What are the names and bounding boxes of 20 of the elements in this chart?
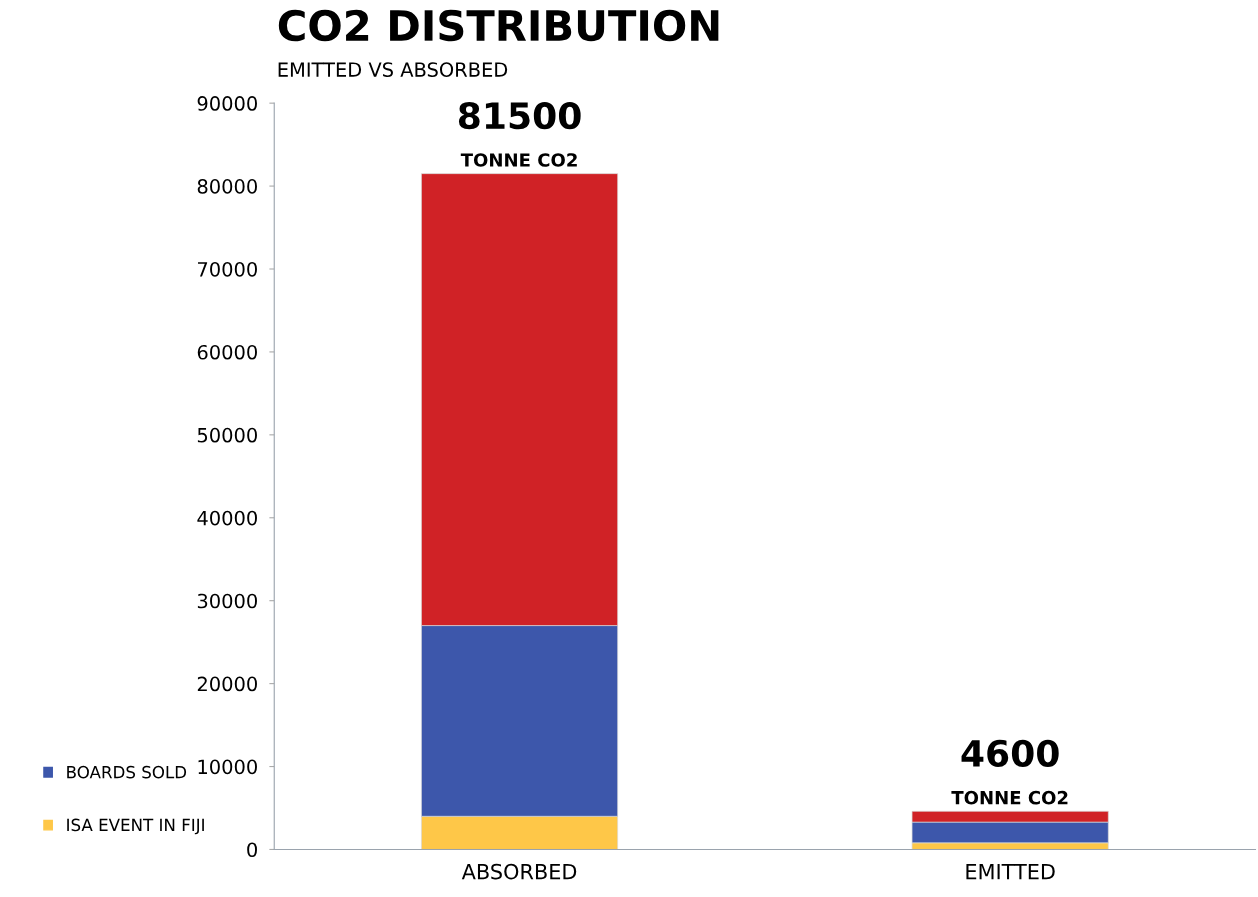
y-tick-label: 10000: [198, 759, 257, 775]
total-label: 4600: [961, 739, 1059, 767]
chart-title: CO2 DISTRIBUTION: [278, 9, 719, 42]
legend-label: BOARDS SOLD: [67, 765, 187, 779]
y-tick-label: 50000: [197, 427, 257, 443]
y-tick-label: 0: [247, 842, 257, 858]
y-tick-label: 70000: [198, 261, 257, 277]
y-tick-label: 60000: [197, 344, 257, 360]
y-tick-label: 90000: [197, 96, 257, 111]
annotation: TONNE CO2: [951, 790, 1068, 805]
y-tick-label: 80000: [197, 179, 257, 194]
y-tick-label: 20000: [197, 676, 257, 692]
y-tick-label: 40000: [197, 510, 257, 526]
x-tick-label: ABSORBED: [461, 863, 577, 880]
x-tick-label: EMITTED: [966, 863, 1055, 880]
total-label: 81500: [458, 102, 581, 130]
legend-label: ISA EVENT IN FIJI: [67, 818, 204, 835]
y-tick-label: 30000: [197, 593, 257, 609]
annotation: TONNE CO2: [460, 153, 577, 167]
chart-subtitle: EMITTED VS ABSORBED: [278, 62, 508, 77]
